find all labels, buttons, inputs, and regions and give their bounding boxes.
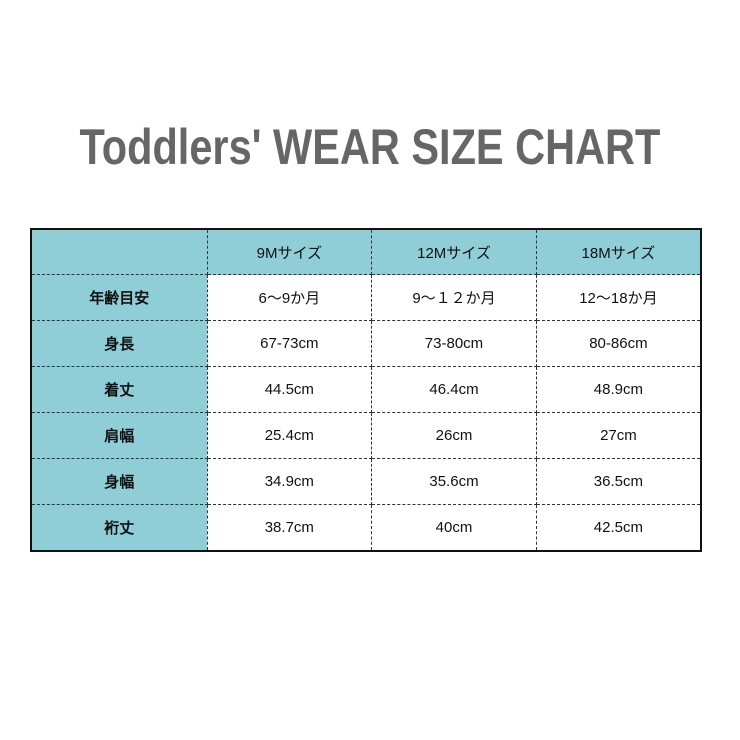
- table-cell: 34.9cm: [206, 458, 373, 505]
- row-header: 年齢目安: [30, 274, 208, 321]
- row-header: 身長: [30, 320, 208, 367]
- row-header: 肩幅: [30, 412, 208, 459]
- table-cell: 36.5cm: [535, 458, 702, 505]
- table-cell: 80-86cm: [535, 320, 702, 367]
- table-cell: 35.6cm: [371, 458, 537, 505]
- table-cell: 44.5cm: [206, 366, 373, 413]
- table-row: 肩幅 25.4cm 26cm 27cm: [30, 412, 702, 459]
- table-cell: 42.5cm: [535, 504, 702, 552]
- title-text: Toddlers' WEAR SIZE CHART: [79, 119, 661, 175]
- table-cell: 67-73cm: [206, 320, 373, 367]
- header-row: 9Mサイズ 12Mサイズ 18Mサイズ: [30, 228, 702, 275]
- table-cell: 38.7cm: [206, 504, 373, 552]
- table-cell: 48.9cm: [535, 366, 702, 413]
- row-header: 着丈: [30, 366, 208, 413]
- table-row: 身幅 34.9cm 35.6cm 36.5cm: [30, 458, 702, 505]
- table-cell: 6〜9か月: [206, 274, 373, 321]
- table-row: 裄丈 38.7cm 40cm 42.5cm: [30, 504, 702, 552]
- column-header: 18Mサイズ: [535, 228, 702, 275]
- column-header: [30, 228, 208, 275]
- table-cell: 40cm: [371, 504, 537, 552]
- table-cell: 73-80cm: [371, 320, 537, 367]
- page-title: Toddlers' WEAR SIZE CHART: [0, 118, 740, 176]
- row-header: 身幅: [30, 458, 208, 505]
- row-header: 裄丈: [30, 504, 208, 552]
- size-table: 9Mサイズ 12Mサイズ 18Mサイズ 年齢目安 6〜9か月 9〜１２か月 12〜18か月身…: [30, 228, 702, 552]
- table-cell: 26cm: [371, 412, 537, 459]
- table-cell: 9〜１２か月: [371, 274, 537, 321]
- table-cell: 25.4cm: [206, 412, 373, 459]
- column-header: 9Mサイズ: [206, 228, 373, 275]
- column-header: 12Mサイズ: [371, 228, 537, 275]
- table-row: 年齢目安 6〜9か月 9〜１２か月 12〜18か月: [30, 274, 702, 321]
- table-row: 着丈 44.5cm 46.4cm 48.9cm: [30, 366, 702, 413]
- table-cell: 27cm: [535, 412, 702, 459]
- table-cell: 46.4cm: [371, 366, 537, 413]
- table-row: 身長 67-73cm 73-80cm 80-86cm: [30, 320, 702, 367]
- table-cell: 12〜18か月: [535, 274, 702, 321]
